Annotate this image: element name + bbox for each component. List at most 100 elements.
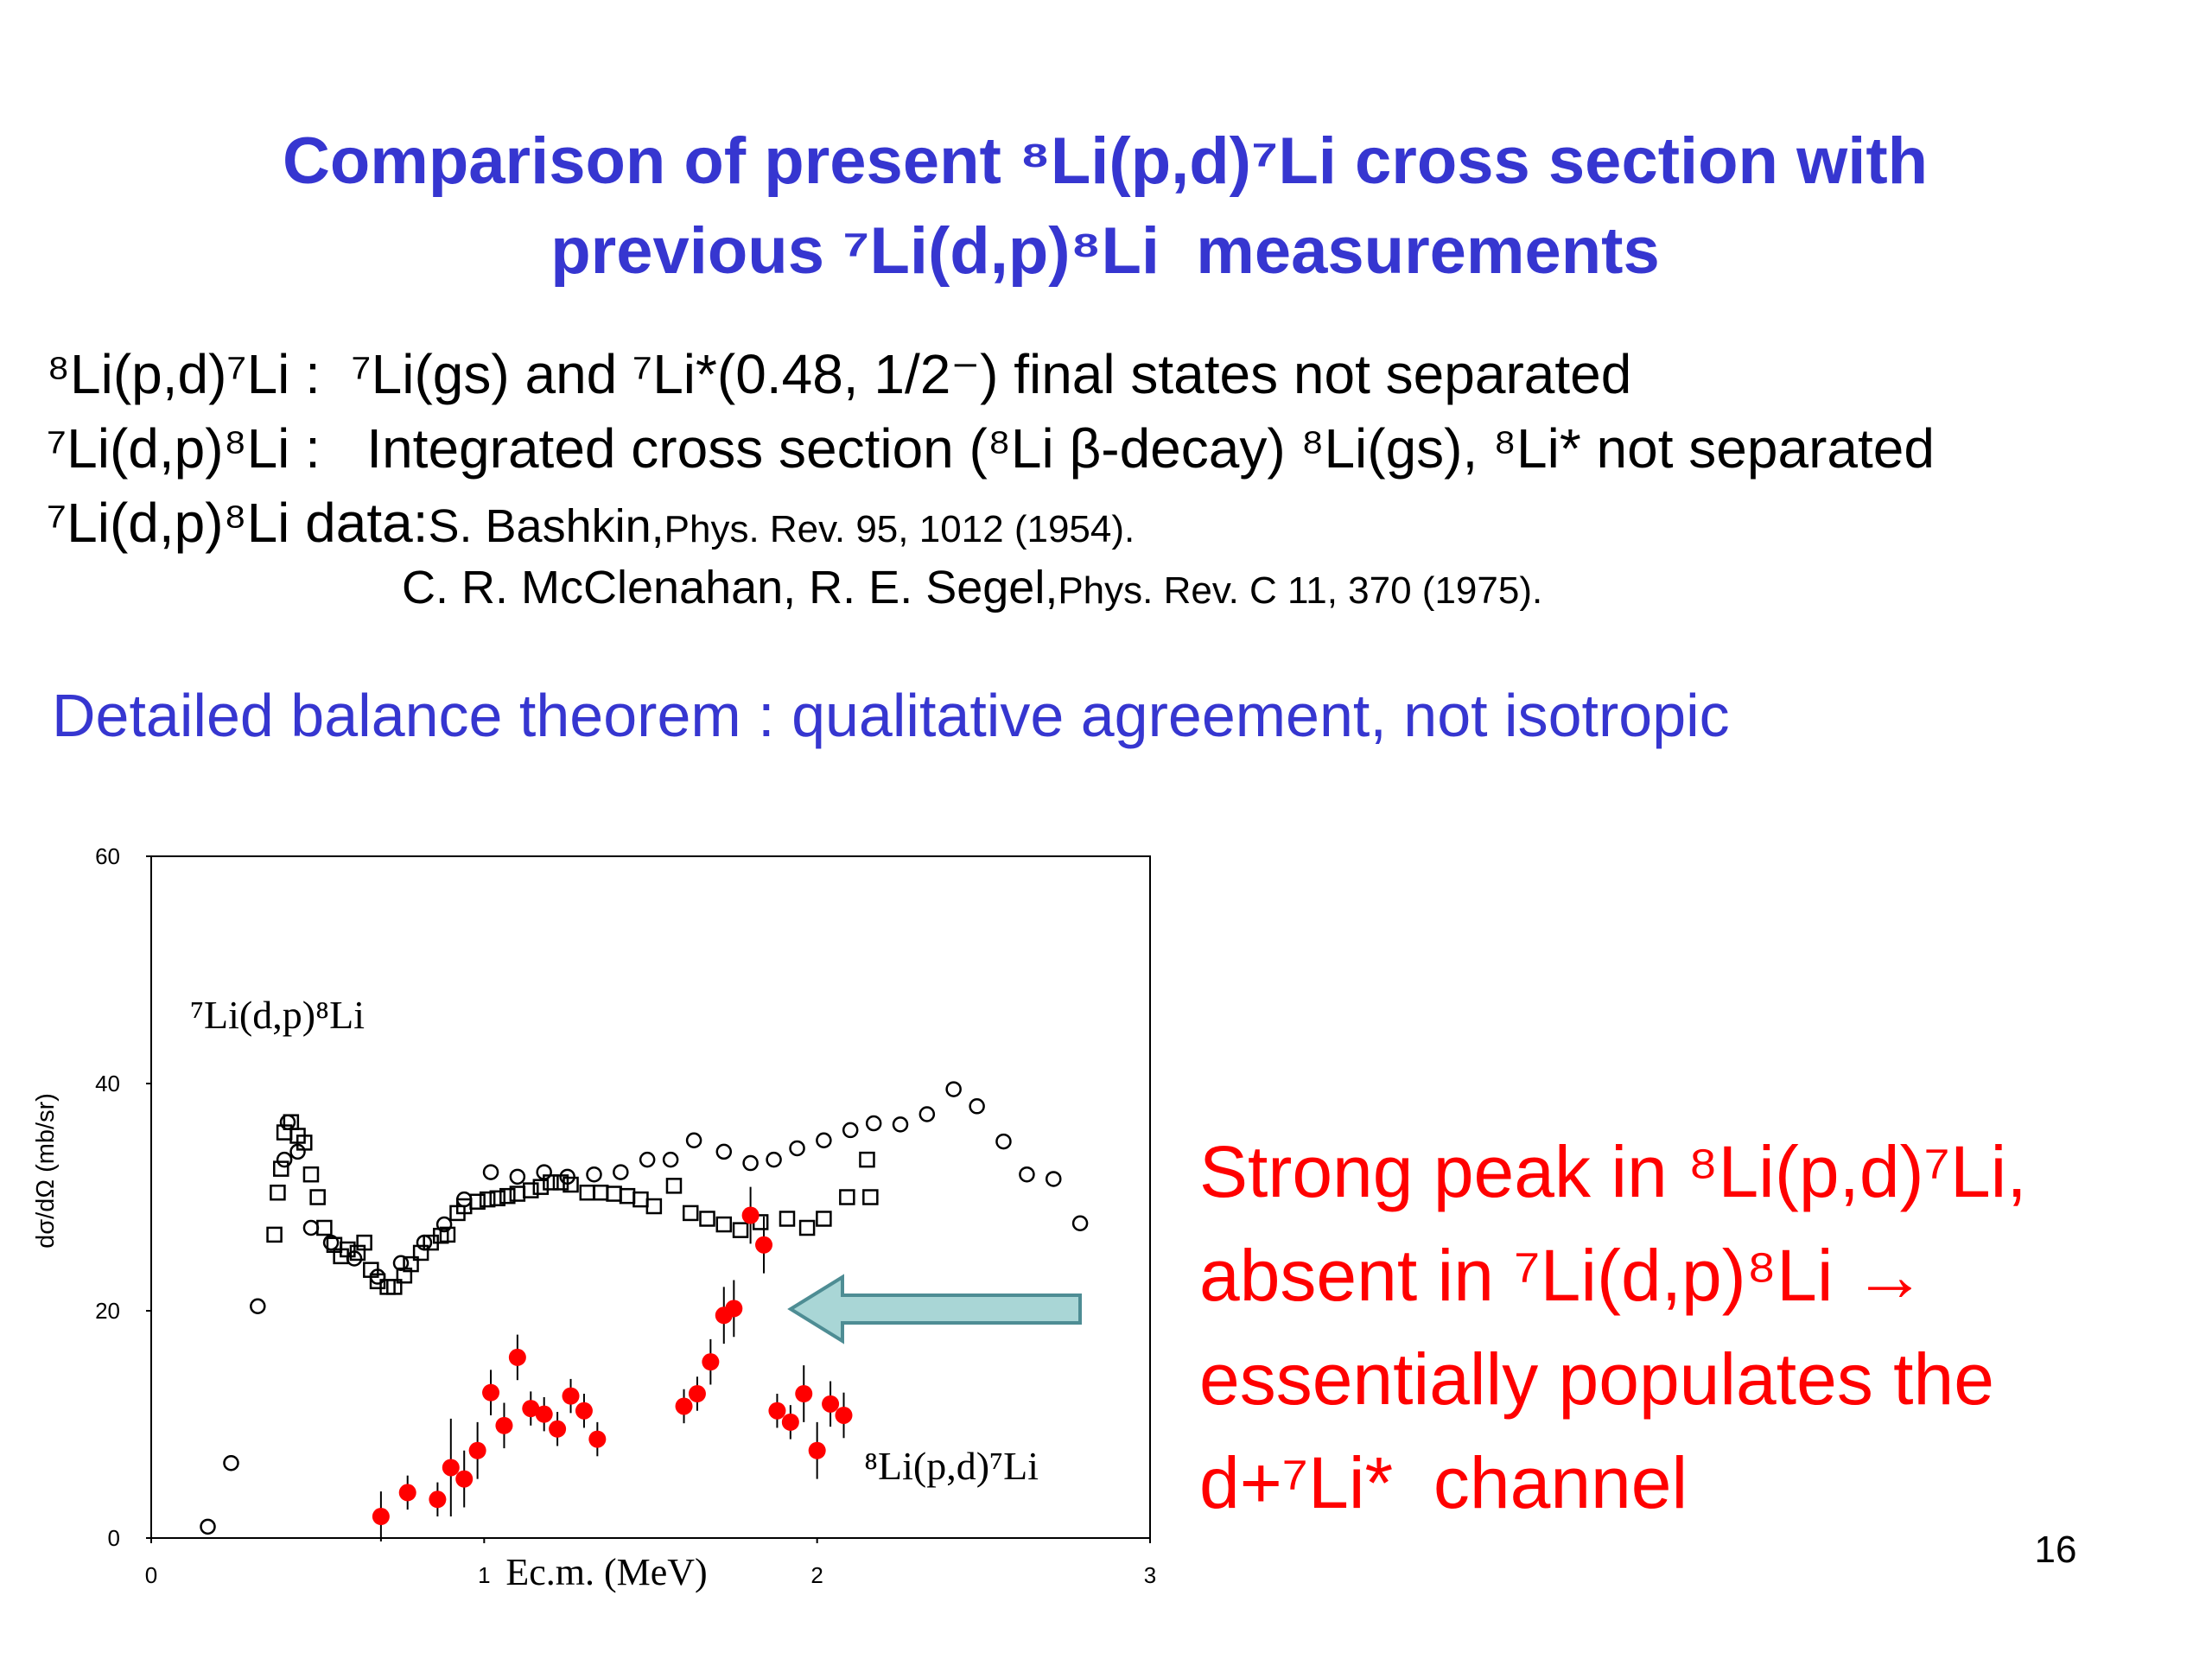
point	[532, 1179, 550, 1195]
point	[273, 1160, 289, 1177]
point	[839, 1189, 855, 1205]
point	[356, 1234, 372, 1251]
conclusion-line: d+⁷Li* channel	[1199, 1442, 1688, 1523]
arrow	[787, 1274, 1082, 1344]
point	[798, 1219, 816, 1236]
point	[741, 1206, 760, 1224]
point	[816, 1211, 832, 1227]
plot-frame	[150, 855, 1151, 1539]
reference-line: ⁷Li(d,p)⁸Li data:S. Bashkin,Phys. Rev. 9…	[47, 492, 1135, 554]
ref-authors: C. R. McClenahan, R. E. Segel,	[402, 562, 1058, 613]
point	[489, 1190, 505, 1207]
point	[613, 1164, 629, 1180]
annotation: ⁷Li(d,p)⁸Li	[190, 993, 365, 1037]
ref-authors: S. Bashkin,	[429, 500, 664, 552]
point	[1071, 1215, 1089, 1231]
x-axis-label: Ec.m. (MeV)	[505, 1551, 707, 1593]
point	[835, 1406, 853, 1424]
point	[859, 1151, 875, 1168]
point	[482, 1164, 499, 1180]
point	[969, 1098, 985, 1115]
point	[495, 1416, 513, 1434]
point	[563, 1176, 579, 1193]
point	[842, 1122, 859, 1139]
point	[309, 1189, 326, 1205]
point	[412, 1244, 429, 1262]
point	[270, 1184, 286, 1201]
point	[499, 1187, 516, 1205]
conclusion-line: Strong peak in ⁸Li(p,d)⁷Li,	[1199, 1131, 2027, 1212]
point	[508, 1348, 526, 1366]
ref-journal: Phys. Rev. C 11, 370 (1975).	[1058, 569, 1542, 612]
point	[200, 1518, 216, 1535]
point	[302, 1166, 320, 1183]
point	[742, 1154, 759, 1172]
point	[588, 1430, 607, 1448]
point	[386, 1279, 403, 1295]
y-tick-label: 20	[95, 1298, 120, 1324]
point	[392, 1255, 410, 1272]
x-tick-label: 3	[1144, 1562, 1156, 1588]
point	[732, 1222, 749, 1238]
point	[808, 1441, 826, 1459]
chart: ⁷Li(d,p)⁸Li ⁸Li(p,d)⁷Li Ec.m. (MeV) dσ/d…	[32, 843, 1156, 1593]
note: ⁸Li(p,d)⁷Li : ⁷Li(gs) and ⁷Li*(0.48, 1/2…	[47, 343, 1631, 405]
point	[586, 1166, 602, 1183]
point	[543, 1174, 559, 1191]
point	[552, 1174, 569, 1191]
point	[789, 1140, 805, 1157]
point	[862, 1189, 879, 1205]
point	[995, 1133, 1012, 1150]
point	[340, 1241, 356, 1258]
point	[535, 1405, 553, 1423]
point	[369, 1273, 386, 1290]
point	[575, 1402, 593, 1420]
point	[439, 1226, 456, 1243]
y-tick-label: 40	[95, 1071, 120, 1096]
point	[442, 1459, 460, 1477]
point	[822, 1395, 840, 1413]
annotation: ⁸Li(p,d)⁷Li	[864, 1444, 1039, 1488]
point	[768, 1402, 786, 1420]
point	[918, 1106, 936, 1122]
point	[435, 1216, 453, 1233]
point	[715, 1143, 733, 1160]
point	[688, 1384, 706, 1402]
point	[429, 1491, 447, 1509]
point	[468, 1441, 486, 1459]
conclusion-line: essentially populates the	[1199, 1338, 1994, 1420]
point	[469, 1193, 486, 1211]
page-number: 16	[2035, 1529, 2077, 1571]
point	[1019, 1166, 1035, 1183]
point	[725, 1300, 743, 1318]
title-line: previous ⁷Li(d,p)⁸Li measurements	[550, 214, 1660, 288]
point	[682, 1205, 699, 1222]
reference-line: C. R. McClenahan, R. E. Segel,Phys. Rev.…	[402, 562, 1542, 613]
point	[702, 1353, 720, 1371]
point	[779, 1211, 796, 1227]
point	[562, 1387, 580, 1405]
point	[665, 1178, 683, 1194]
subtitle: Detailed balance theorem : qualitative a…	[52, 682, 1730, 749]
data-label: ⁷Li(d,p)⁸Li data:	[47, 492, 429, 554]
point	[509, 1168, 526, 1185]
point	[795, 1384, 813, 1402]
point	[455, 1470, 474, 1488]
point	[276, 1151, 293, 1168]
point	[755, 1236, 773, 1254]
point	[662, 1151, 679, 1168]
point	[675, 1397, 693, 1415]
point	[266, 1226, 283, 1243]
point	[781, 1413, 799, 1431]
point	[699, 1211, 715, 1227]
point	[892, 1116, 909, 1133]
x-tick-label: 1	[478, 1562, 490, 1588]
conclusion-line: absent in ⁷Li(d,p)⁸Li →	[1199, 1235, 1926, 1316]
point	[250, 1298, 266, 1314]
point	[296, 1135, 313, 1151]
point	[523, 1182, 539, 1198]
point	[479, 1191, 496, 1208]
point	[522, 1400, 540, 1418]
x-tick-label: 2	[810, 1562, 823, 1588]
